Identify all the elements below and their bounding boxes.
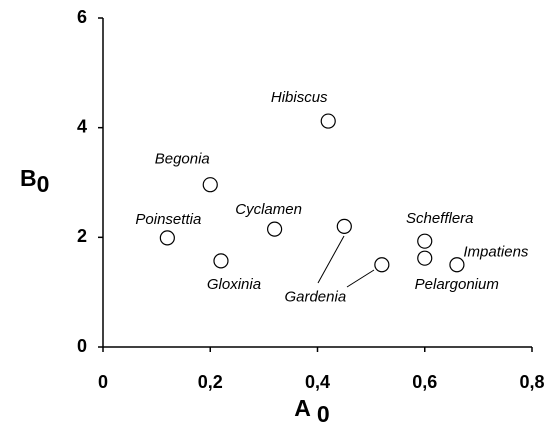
y-axis-label: B0: [20, 165, 49, 197]
x-axis-label-main: A: [294, 395, 311, 421]
point: [320, 113, 336, 129]
point: [213, 253, 229, 269]
x-tick-label: 0,8: [519, 372, 544, 392]
point-label: Begonia: [155, 151, 210, 168]
leader-line: [317, 235, 345, 284]
x-tick-label: 0,4: [305, 372, 330, 392]
point: [159, 230, 175, 246]
x-tick-label: 0,2: [198, 372, 223, 392]
point-label: Impatiens: [463, 244, 529, 261]
y-axis-label-main: B: [20, 165, 37, 191]
point: [202, 177, 218, 193]
point-label: Schefflera: [406, 210, 474, 227]
y-tick-label: 0: [77, 336, 87, 356]
point-label: Cyclamen: [235, 201, 302, 218]
point: [374, 257, 390, 273]
point: [449, 257, 465, 273]
point-label: Hibiscus: [271, 89, 328, 106]
x-tick-label: 0: [98, 372, 108, 392]
point: [417, 233, 433, 249]
leader-line: [346, 269, 375, 288]
x-tick-label: 0,6: [412, 372, 437, 392]
point-label: Poinsettia: [135, 211, 201, 228]
y-tick-label: 6: [77, 7, 87, 27]
x-axis-label-sub: 0: [317, 401, 330, 427]
point-label: Pelargonium: [415, 276, 499, 293]
point-label: Gloxinia: [207, 276, 261, 293]
y-tick-label: 4: [77, 116, 87, 136]
y-tick-label: 2: [77, 226, 87, 246]
point: [417, 250, 433, 266]
point: [267, 221, 283, 237]
y-axis-label-sub: 0: [37, 171, 50, 197]
point-label: Gardenia: [284, 288, 346, 305]
point: [336, 218, 352, 234]
